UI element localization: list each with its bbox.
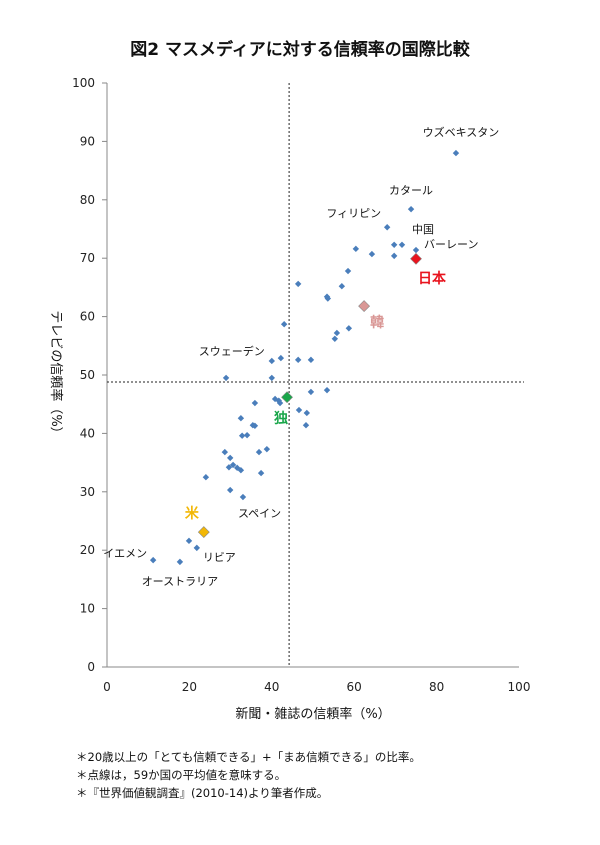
data-point	[303, 409, 311, 417]
point-label: スペイン	[238, 507, 281, 520]
data-point	[237, 415, 245, 422]
point-label: ウズベキスタン	[423, 125, 500, 139]
y-tick-label: 30	[80, 485, 95, 499]
highlighted-point	[197, 526, 210, 539]
y-tick-label: 20	[80, 543, 95, 557]
data-point	[185, 537, 193, 545]
highlighted-point-label: 日本	[418, 270, 447, 287]
data-point	[276, 399, 284, 407]
y-tick-label: 70	[80, 251, 95, 265]
footnote-2: ＊点線は，59か国の平均値を意味する。	[76, 768, 286, 782]
data-point	[255, 448, 263, 456]
footnote-3: ＊『世界価値観調査』(2010-14)より筆者作成。	[76, 786, 328, 800]
point-label: カタール	[389, 184, 433, 197]
point-label: オーストラリア	[142, 575, 218, 588]
data-point	[452, 149, 460, 157]
highlighted-point	[358, 300, 371, 313]
y-axis-title: テレビの信頼率（%）	[48, 310, 64, 439]
point-label: スウェーデン	[199, 344, 265, 358]
data-point	[331, 335, 339, 342]
y-tick-label: 50	[80, 368, 95, 382]
data-point	[294, 356, 302, 364]
data-point	[390, 241, 398, 248]
highlighted-point	[281, 391, 293, 404]
data-point	[202, 474, 210, 481]
data-point	[221, 448, 229, 456]
highlighted-point	[410, 252, 422, 265]
x-tick-label: 60	[347, 680, 362, 694]
data-point	[257, 469, 265, 477]
data-point	[280, 320, 288, 328]
data-point	[226, 454, 234, 462]
data-point	[307, 388, 315, 396]
data-point	[307, 356, 315, 364]
chart-title: 図2 マスメディアに対する信頼率の国際比較	[130, 39, 471, 60]
point-label: バーレーン	[424, 238, 478, 251]
data-point	[226, 486, 234, 494]
data-point	[225, 464, 233, 471]
data-point	[243, 431, 251, 439]
highlighted-point-label: 米	[185, 505, 200, 522]
data-point	[345, 325, 353, 332]
data-point	[333, 329, 341, 337]
data-point	[268, 374, 275, 382]
point-label: リビア	[203, 551, 236, 564]
data-point	[176, 558, 184, 566]
data-point	[238, 432, 246, 439]
x-tick-label: 100	[508, 680, 531, 694]
data-point	[352, 245, 360, 253]
data-point	[237, 466, 245, 474]
data-point	[229, 461, 237, 469]
data-point	[302, 422, 310, 429]
point-label: イエメン	[103, 547, 147, 560]
data-point	[193, 544, 201, 552]
data-point	[149, 556, 157, 564]
x-axis-title: 新聞・雑誌の信頼率（%）	[235, 706, 390, 722]
y-tick-label: 100	[72, 76, 95, 90]
y-tick-label: 10	[80, 602, 95, 616]
data-point	[323, 386, 331, 394]
data-point	[251, 422, 259, 430]
point-label: フィリピン	[326, 207, 381, 220]
data-point	[324, 295, 332, 302]
data-point	[368, 250, 376, 258]
data-point	[222, 374, 230, 382]
data-point	[383, 224, 391, 231]
y-tick-label: 0	[87, 660, 95, 674]
highlighted-point-label: 韓	[370, 314, 384, 331]
data-point	[294, 280, 302, 288]
data-point	[239, 493, 247, 501]
y-tick-label: 40	[80, 426, 95, 440]
footnote-1: ＊20歳以上の「とても信頼できる」+「まあ信頼できる」の比率。	[76, 750, 421, 764]
data-point	[277, 354, 285, 362]
data-point	[407, 205, 415, 213]
y-tick-label: 80	[80, 193, 95, 207]
data-point	[263, 445, 271, 453]
data-point	[398, 241, 406, 248]
data-point	[338, 283, 346, 290]
y-tick-label: 90	[80, 134, 95, 148]
x-tick-label: 40	[264, 680, 279, 694]
highlighted-point-label: 独	[274, 410, 288, 427]
data-point	[268, 357, 275, 365]
x-tick-label: 20	[182, 680, 197, 694]
y-tick-label: 60	[80, 310, 95, 324]
data-point	[295, 406, 303, 414]
data-point	[251, 399, 259, 407]
point-label: 中国	[412, 223, 434, 236]
x-tick-label: 0	[103, 680, 111, 694]
data-point	[390, 252, 398, 260]
data-point	[344, 267, 352, 275]
x-tick-label: 80	[429, 680, 444, 694]
data-point	[412, 246, 420, 254]
